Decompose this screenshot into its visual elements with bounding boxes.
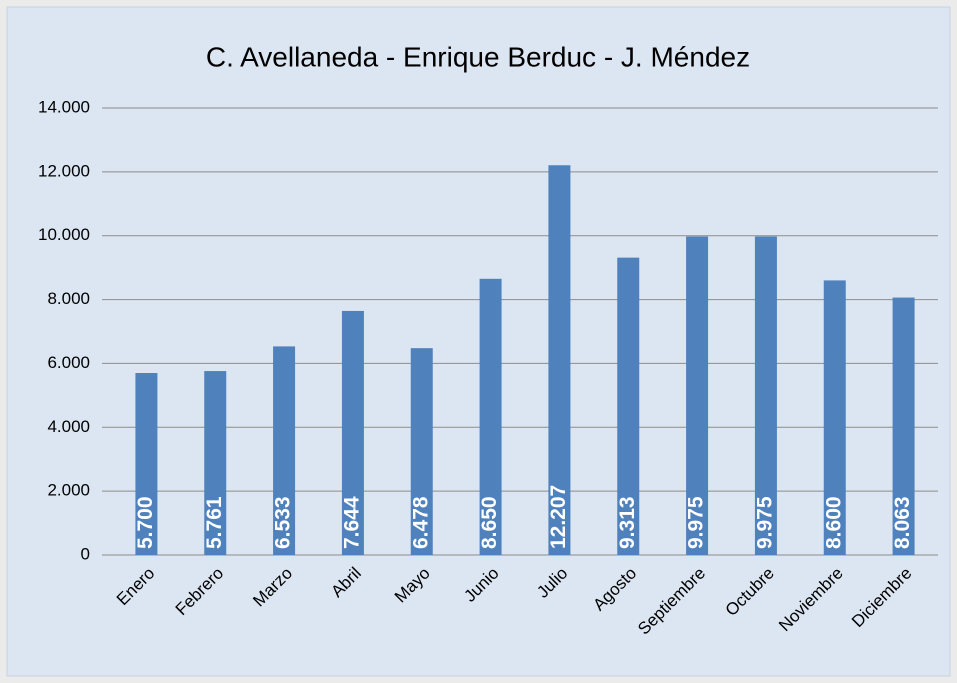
bar: [273, 346, 296, 555]
y-tick-label: 4.000: [47, 417, 90, 436]
value-label: 9.975: [685, 496, 708, 549]
bar: [754, 236, 777, 555]
bar: [410, 348, 433, 555]
y-tick-label: 12.000: [38, 161, 90, 180]
y-tick-label: 2.000: [47, 481, 90, 500]
bar: [892, 297, 915, 555]
bar: [204, 371, 227, 555]
y-tick-label: 8.000: [47, 289, 90, 308]
value-label: 8.650: [478, 496, 501, 549]
bar: [135, 373, 158, 555]
chart-panel: [6, 6, 951, 677]
value-label: 12.207: [547, 485, 570, 549]
bar: [479, 278, 502, 555]
y-tick-label: 10.000: [38, 225, 90, 244]
bar: [617, 257, 640, 555]
bar: [686, 236, 709, 555]
value-label: 8.063: [891, 496, 914, 549]
y-tick-label: 6.000: [47, 353, 90, 372]
bar: [548, 165, 571, 555]
value-label: 9.975: [753, 496, 776, 549]
value-label: 9.313: [616, 496, 639, 549]
value-label: 8.600: [822, 496, 845, 549]
value-label: 6.478: [409, 496, 432, 549]
y-tick-label: 14.000: [38, 97, 90, 116]
bar: [823, 280, 846, 555]
value-label: 5.761: [203, 496, 226, 549]
value-label: 7.644: [340, 496, 363, 549]
value-label: 5.700: [134, 496, 157, 549]
bar: [341, 310, 364, 555]
y-tick-label: 0: [81, 544, 90, 563]
value-label: 6.533: [272, 496, 295, 549]
chart-title: C. Avellaneda - Enrique Berduc - J. Ménd…: [206, 41, 750, 72]
